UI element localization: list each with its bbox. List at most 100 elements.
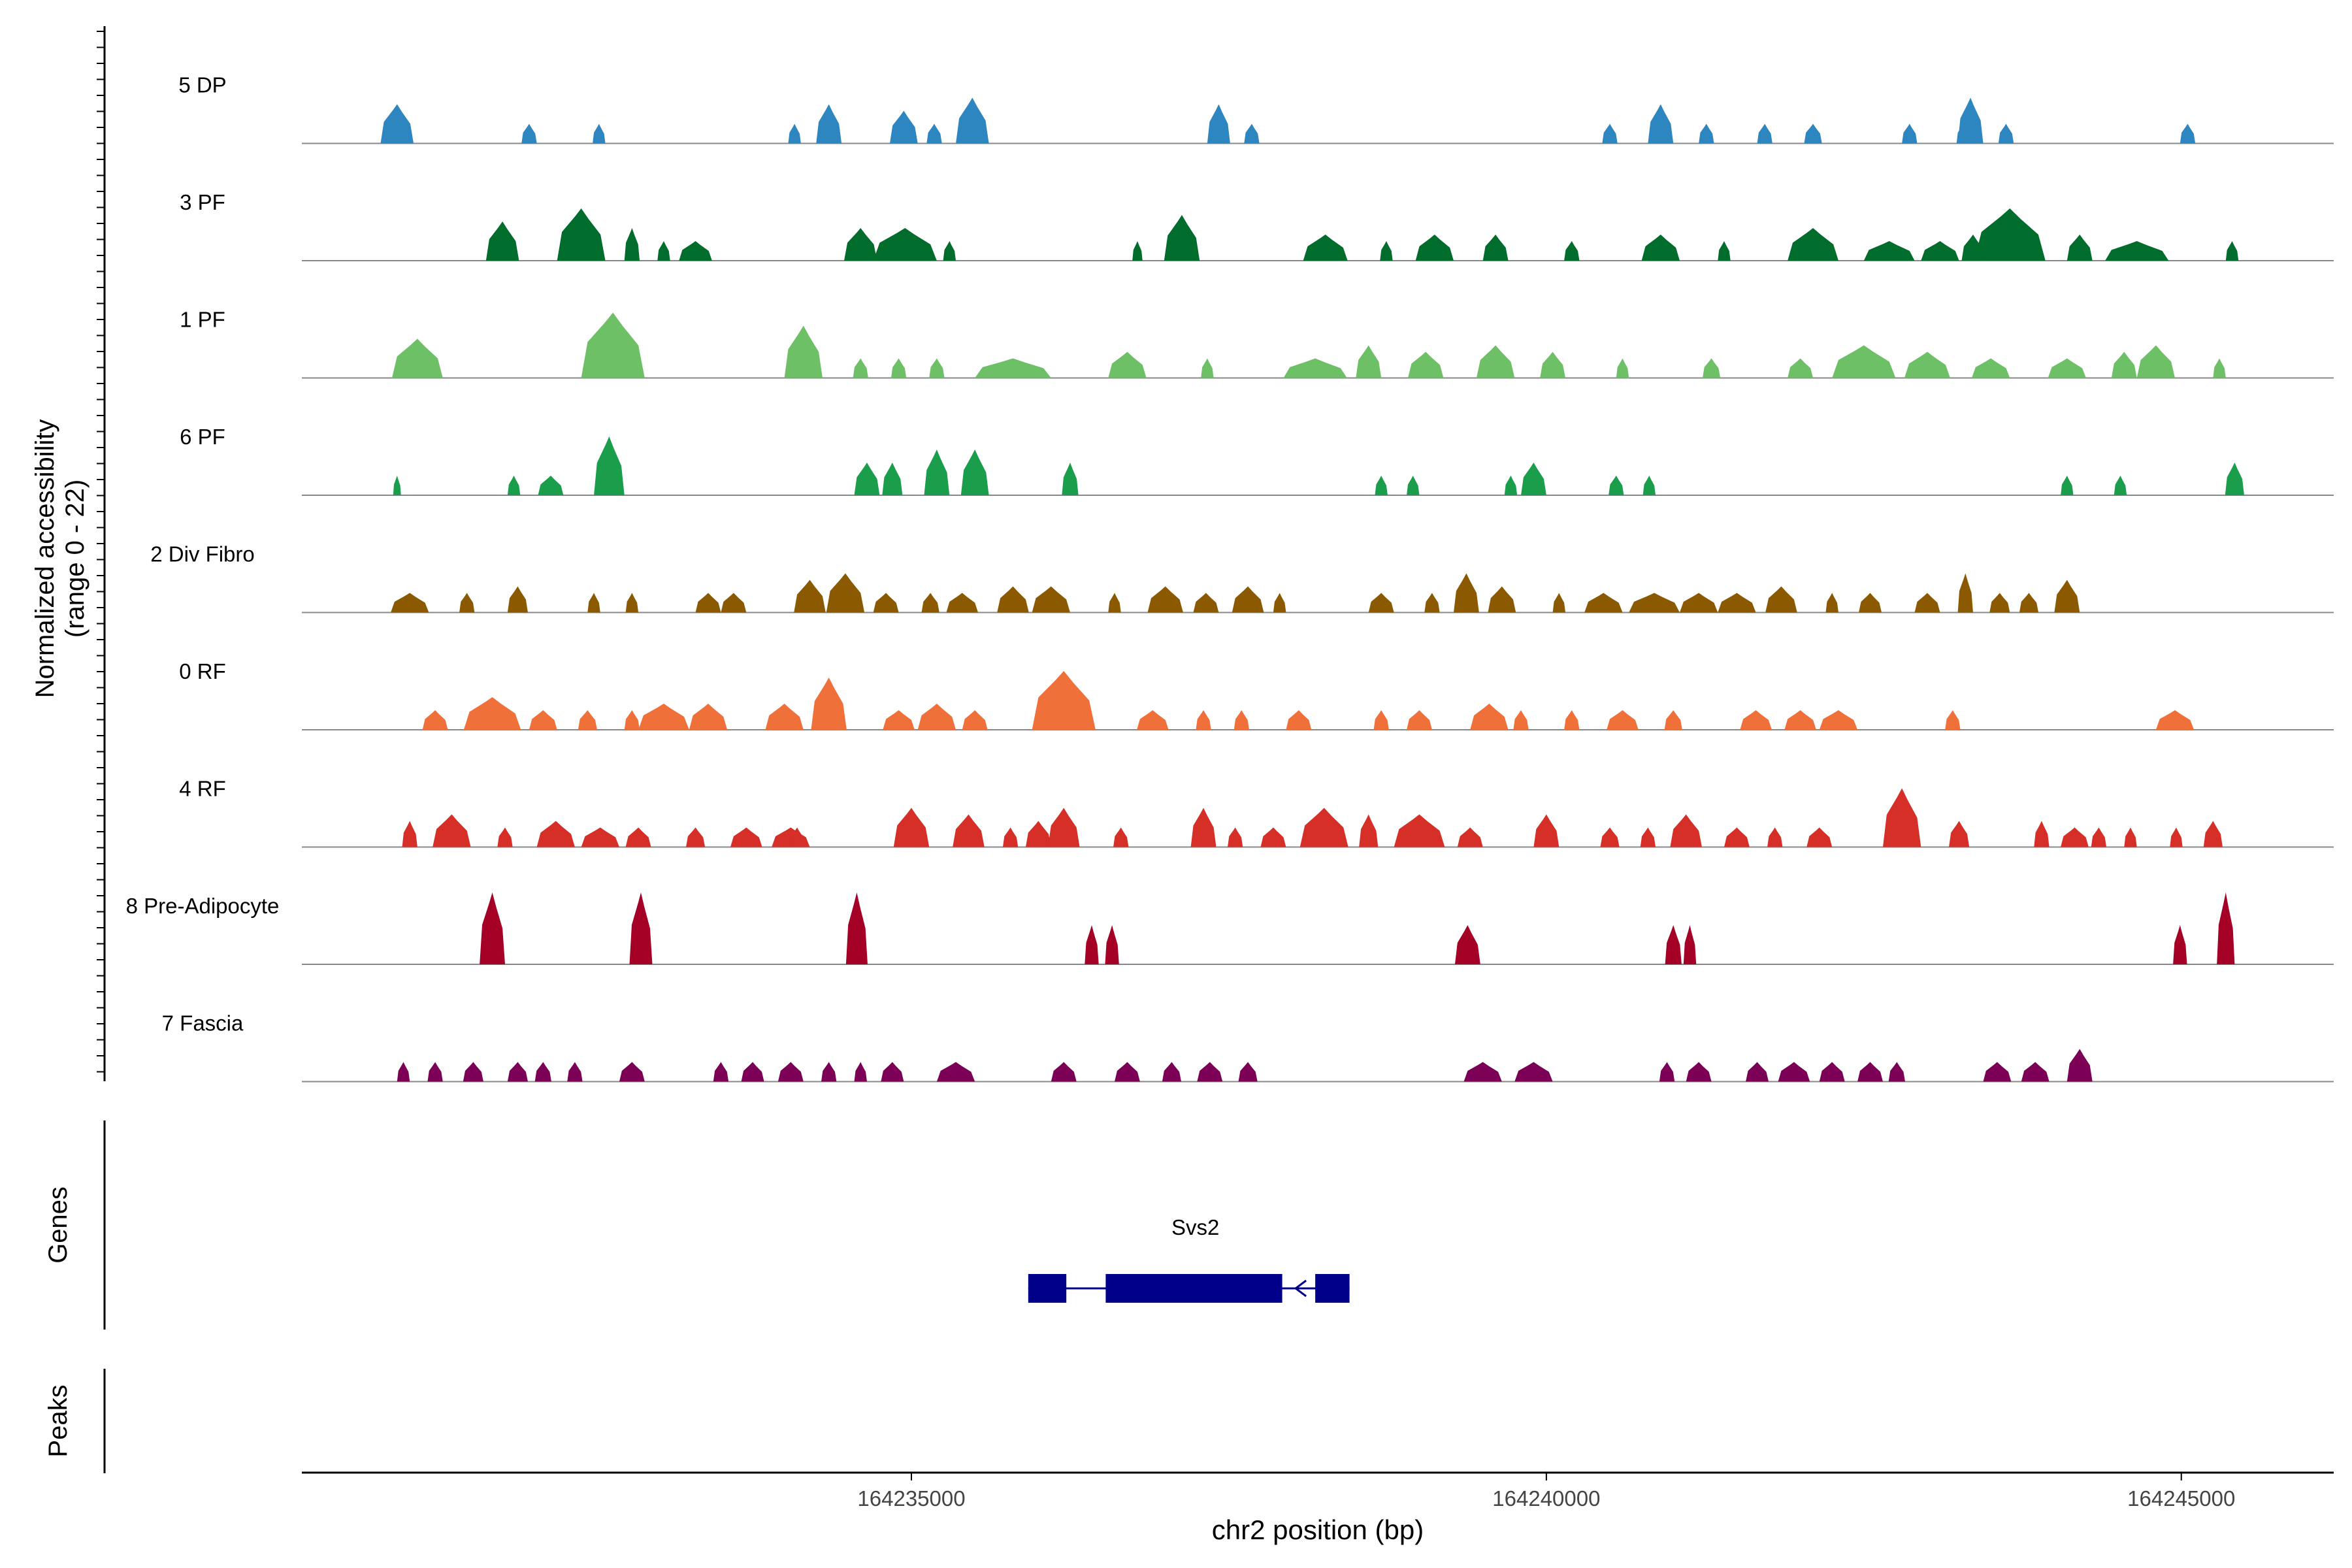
coverage-peak <box>1659 1062 1675 1082</box>
y-axis-ticks <box>97 31 105 1073</box>
coverage-peak <box>1453 573 1479 613</box>
coverage-peak <box>1207 104 1230 144</box>
coverage-peak <box>1533 814 1560 847</box>
coverage-peak <box>1482 235 1509 261</box>
coverage-peak <box>1914 593 1940 613</box>
coverage-peak <box>788 123 801 144</box>
coverage-peak <box>924 449 950 495</box>
coverage-peak <box>1778 1062 1810 1082</box>
coverage-peak <box>1407 476 1420 495</box>
coverage-peak <box>1408 351 1444 378</box>
coverage-peak <box>521 123 537 144</box>
coverage-peak <box>427 1062 443 1082</box>
coverage-peak <box>1273 593 1286 613</box>
coverage-peak <box>2034 821 2050 847</box>
track-1-pf: 1 PF <box>180 308 2334 379</box>
coverage-peak <box>1629 593 1680 613</box>
coverage-peak <box>689 704 728 730</box>
track-8-pre-adipocyte: 8 Pre-Adipocyte <box>126 892 2334 965</box>
coverage-peak <box>1521 463 1546 495</box>
coverage-peak <box>1108 593 1121 613</box>
coverage-peak <box>2019 593 2039 613</box>
coverage-peak <box>1806 827 1833 847</box>
coverage-peak <box>397 1062 410 1082</box>
coverage-peak <box>1702 358 1721 378</box>
coverage-peak <box>1972 358 2010 378</box>
coverage-peak <box>890 358 907 378</box>
coverage-peak <box>1859 593 1882 613</box>
coverage-peak <box>921 593 939 613</box>
coverage-peak <box>2155 710 2195 730</box>
coverage-peak <box>2114 476 2127 495</box>
coverage-peak <box>1740 710 1772 730</box>
coverage-peak <box>953 814 985 847</box>
coverage-peak <box>1193 593 1219 613</box>
coverage-peak <box>1368 593 1394 613</box>
coverage-peak <box>1424 593 1440 613</box>
coverage-peak <box>1488 586 1516 613</box>
coverage-peak <box>629 892 653 964</box>
coverage-peak <box>1857 1062 1883 1082</box>
coverage-peak <box>2066 235 2093 261</box>
coverage-peak <box>816 104 842 144</box>
y-axis-label-line1: Normalized accessibility <box>31 419 59 698</box>
coverage-peak <box>741 1062 764 1082</box>
coverage-peak <box>853 358 868 378</box>
coverage-peak <box>2061 827 2089 847</box>
coverage-peak <box>1699 123 1714 144</box>
coverage-peak <box>1201 358 1214 378</box>
coverage-peak <box>873 228 937 261</box>
coverage-peak <box>1025 821 1051 847</box>
coverage-peak <box>1882 788 1921 847</box>
track-0-rf: 0 RF <box>179 659 2334 730</box>
track-7-fascia: 7 Fascia <box>162 1011 2334 1083</box>
coverage-peak <box>1640 827 1656 847</box>
track-label-0-rf: 0 RF <box>179 659 226 683</box>
coverage-peak <box>625 593 639 613</box>
coverage-peak <box>789 827 805 847</box>
coverage-peak <box>2180 123 2196 144</box>
coverage-peak <box>1113 827 1129 847</box>
peaks-track-label: Peaks <box>44 1384 73 1457</box>
coverage-peak <box>1238 1062 1258 1082</box>
coverage-peak <box>1609 476 1624 495</box>
coverage-peak <box>557 208 606 261</box>
coverage-peak <box>2217 892 2235 964</box>
coverage-peak <box>581 312 645 378</box>
coverage-peak <box>1888 1062 1905 1082</box>
coverage-peak <box>997 586 1029 613</box>
coverage-peak <box>1197 1062 1223 1082</box>
coverage-peak <box>587 593 600 613</box>
track-3-pf: 3 PF <box>180 190 2334 261</box>
coverage-peak <box>1454 925 1480 964</box>
track-label-6-pf: 6 PF <box>180 425 225 449</box>
coverage-peak <box>1476 345 1515 378</box>
coverage-peak <box>485 221 519 261</box>
coverage-peak <box>2170 827 2183 847</box>
coverage-peak <box>695 593 721 613</box>
coverage-peak <box>463 1062 483 1082</box>
coverage-peak <box>1904 351 1950 378</box>
coverage-peak <box>625 827 651 847</box>
coverage-peak <box>459 593 475 613</box>
coverage-peak <box>1233 710 1250 730</box>
track-label-4-rf: 4 RF <box>179 777 226 801</box>
coverage-peak <box>765 704 804 730</box>
coverage-peak <box>960 449 989 495</box>
coverage-peak <box>1552 593 1566 613</box>
x-tick-label: 164245000 <box>2127 1486 2235 1511</box>
coverage-peak <box>422 710 448 730</box>
coverage-peak <box>811 678 847 730</box>
coverage-peak <box>1137 710 1169 730</box>
coverage-peak <box>2054 580 2080 613</box>
coverage-peak <box>881 1062 904 1082</box>
coverage-peak <box>929 358 945 378</box>
coverage-peak <box>1564 241 1580 261</box>
coverage-peak <box>1757 123 1772 144</box>
track-label-3-pf: 3 PF <box>180 190 225 214</box>
coverage-peak <box>2225 241 2239 261</box>
coverage-peak <box>1415 235 1454 261</box>
coverage-peak <box>1648 104 1674 144</box>
coverage-peak <box>1286 710 1312 730</box>
coverage-peak <box>1819 710 1858 730</box>
